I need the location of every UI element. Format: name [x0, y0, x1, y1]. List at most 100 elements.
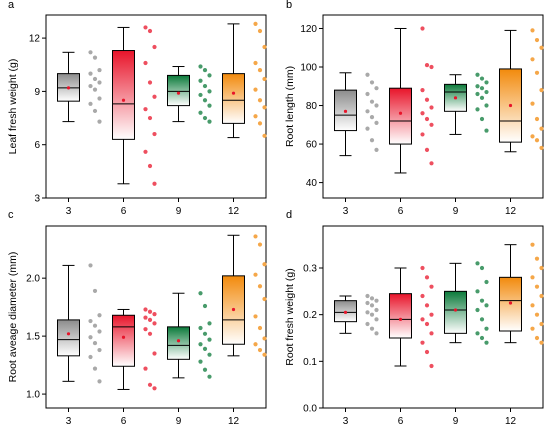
data-point: [374, 307, 379, 313]
mean-marker: [343, 310, 348, 314]
data-point: [253, 272, 258, 277]
data-point: [202, 367, 208, 372]
data-point: [198, 64, 203, 69]
x-tick-label: 6: [121, 416, 127, 426]
data-point: [369, 326, 375, 331]
data-point: [88, 263, 93, 268]
data-point: [253, 60, 258, 66]
box-12: [222, 73, 245, 124]
box-group-6: [389, 265, 434, 369]
box-group-9: [444, 72, 489, 135]
plot-frame: [45, 225, 267, 409]
data-point: [257, 121, 263, 126]
y-axis-label: Root aveage diameter (mm): [7, 252, 19, 383]
mean-marker: [66, 332, 71, 336]
data-point: [198, 291, 203, 296]
data-point: [374, 298, 379, 303]
y-tick-label: 120: [300, 24, 317, 35]
data-point: [539, 293, 544, 299]
data-point: [92, 323, 98, 328]
data-point: [262, 296, 267, 302]
box-9: [167, 74, 190, 107]
x-tick-label: 6: [398, 416, 404, 426]
data-point: [198, 92, 203, 98]
data-point: [534, 256, 540, 261]
box-group-12: [222, 21, 267, 139]
data-point: [257, 325, 263, 331]
data-point: [143, 307, 148, 312]
data-point: [147, 28, 153, 34]
data-point: [420, 340, 425, 345]
data-point: [202, 115, 208, 121]
box-6: [389, 87, 412, 145]
data-point: [147, 115, 153, 121]
data-point: [202, 98, 208, 103]
data-point: [152, 131, 157, 137]
data-point: [369, 312, 375, 317]
data-point: [207, 89, 212, 94]
data-point: [420, 111, 425, 116]
data-point: [92, 340, 98, 346]
x-tick-label: 12: [505, 206, 517, 217]
data-point: [262, 105, 267, 110]
data-point: [198, 110, 203, 115]
data-point: [530, 28, 535, 33]
y-tick-label: 60: [306, 140, 318, 151]
box-group-6: [112, 25, 157, 186]
box-group-12: [499, 28, 544, 153]
data-point: [484, 89, 489, 95]
data-point: [484, 279, 489, 285]
data-point: [257, 242, 263, 247]
data-point: [253, 114, 258, 119]
data-point: [424, 62, 430, 68]
y-tick-label: 100: [300, 63, 317, 74]
data-point: [97, 313, 102, 318]
x-tick-label: 6: [121, 206, 127, 217]
y-tick-label: 3: [34, 194, 40, 205]
x-tick-label: 12: [505, 416, 517, 426]
mean-marker: [231, 307, 236, 312]
data-point: [262, 76, 267, 82]
data-point: [365, 91, 370, 97]
y-tick-label: 80: [306, 101, 318, 112]
data-point: [539, 45, 544, 50]
data-point: [369, 114, 375, 120]
data-point: [198, 342, 203, 347]
data-point: [152, 321, 157, 326]
box-group-12: [222, 234, 267, 357]
x-tick-label: 12: [228, 206, 240, 217]
box-group-3: [57, 50, 102, 124]
data-point: [202, 303, 208, 309]
box-group-3: [334, 293, 379, 336]
data-point: [152, 312, 157, 317]
data-point: [479, 335, 485, 341]
data-point: [262, 44, 267, 50]
x-tick-label: 9: [453, 416, 459, 426]
data-point: [539, 88, 544, 93]
mean-marker: [176, 339, 181, 343]
mean-marker: [508, 301, 513, 305]
data-point: [534, 312, 540, 317]
data-point: [420, 265, 425, 271]
data-point: [262, 336, 267, 341]
data-point: [424, 349, 430, 355]
mean-marker: [343, 109, 348, 113]
data-point: [484, 80, 489, 85]
data-point: [365, 72, 370, 77]
mean-marker: [398, 317, 403, 321]
data-point: [420, 26, 425, 31]
data-point: [420, 293, 425, 299]
data-point: [253, 234, 258, 239]
data-point: [92, 55, 98, 60]
data-point: [530, 134, 535, 139]
data-point: [152, 181, 157, 186]
data-point: [484, 128, 489, 133]
data-point: [530, 303, 535, 308]
data-point: [369, 80, 375, 85]
mean-marker: [66, 86, 71, 90]
data-point: [539, 340, 544, 345]
data-point: [534, 70, 540, 75]
data-point: [475, 261, 480, 266]
data-point: [369, 303, 375, 308]
data-point: [88, 354, 93, 360]
